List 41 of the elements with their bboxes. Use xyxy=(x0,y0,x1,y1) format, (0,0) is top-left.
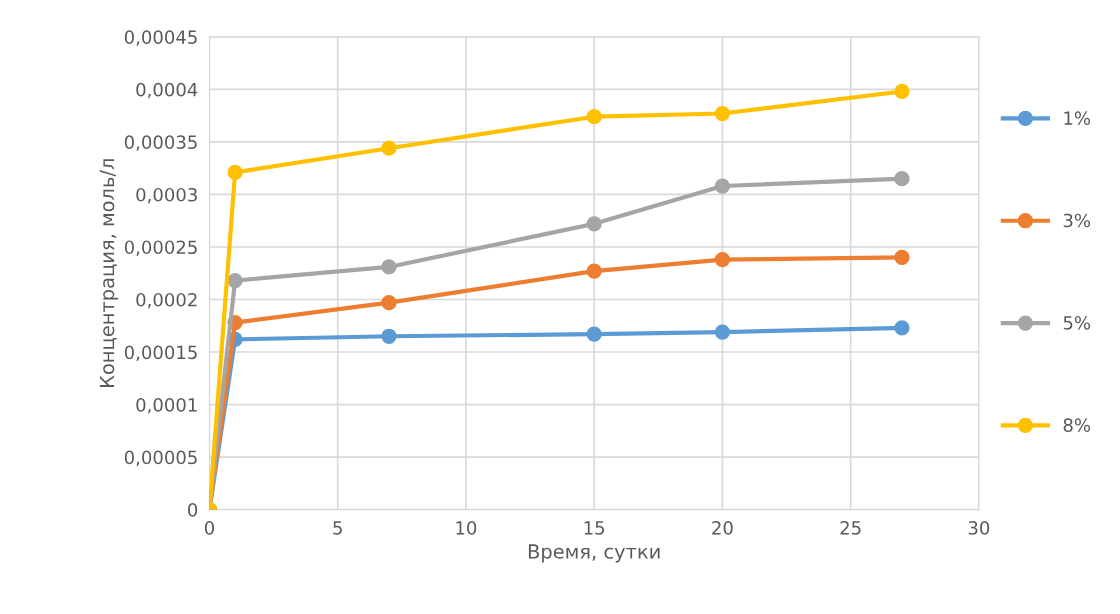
point xyxy=(586,216,602,232)
legend-label: 3% xyxy=(1063,213,1091,228)
x-tick-label: 15 xyxy=(584,521,605,535)
y-tick-label: 0,0002 xyxy=(136,292,197,309)
point xyxy=(894,171,910,187)
x-axis-title: Время, сутки xyxy=(528,544,660,563)
point xyxy=(381,259,397,275)
y-tick-label: 0,00035 xyxy=(124,135,197,151)
y-tick-label: 0,00015 xyxy=(124,345,197,361)
point xyxy=(894,320,910,336)
y-tick-label: 0,00005 xyxy=(124,450,197,467)
point xyxy=(381,328,397,344)
point xyxy=(714,105,731,122)
point xyxy=(894,83,910,100)
point xyxy=(227,272,243,289)
legend-label: 1% xyxy=(1064,111,1091,125)
legend-label: 8% xyxy=(1063,418,1091,432)
point xyxy=(714,251,731,268)
point xyxy=(381,295,397,311)
y-tick-label: 0,0003 xyxy=(136,187,197,204)
point xyxy=(714,324,731,340)
point xyxy=(894,249,910,266)
y-tick-label: 0 xyxy=(188,503,198,517)
y-tick-label: 0,00045 xyxy=(124,30,197,46)
point xyxy=(586,263,602,279)
point xyxy=(714,178,731,194)
x-tick-label: 0 xyxy=(204,521,214,535)
point xyxy=(586,326,602,342)
y-tick-label: 0,0004 xyxy=(136,82,198,99)
x-tick-label: 10 xyxy=(456,521,477,535)
y-tick-label: 0,00025 xyxy=(124,240,197,256)
x-tick-label: 5 xyxy=(333,521,342,535)
y-axis-title: Концентрация, моль/л xyxy=(99,159,119,387)
x-tick-label: 30 xyxy=(968,521,990,535)
x-tick-label: 20 xyxy=(712,521,733,535)
point xyxy=(227,164,243,181)
legend-label: 5% xyxy=(1063,315,1091,330)
y-tick-label: 0,0001 xyxy=(136,398,197,414)
point xyxy=(586,109,602,125)
point xyxy=(381,140,397,156)
x-tick-label: 25 xyxy=(840,521,861,535)
